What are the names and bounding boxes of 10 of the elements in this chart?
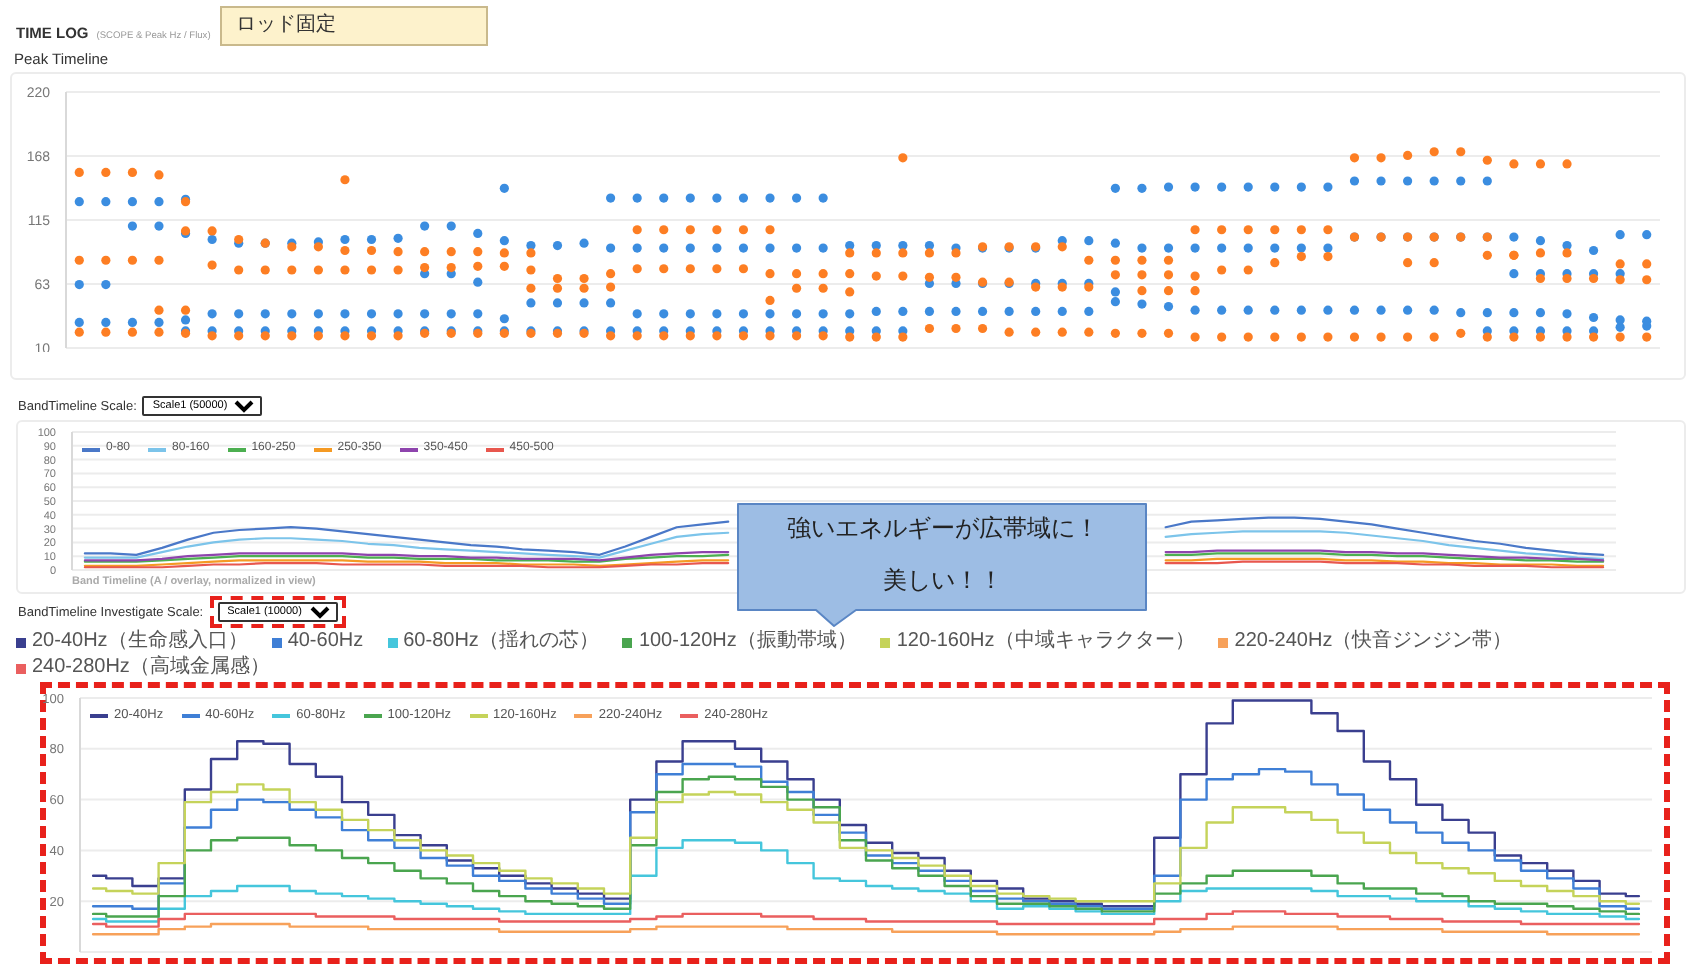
text: 100-120Hz（振動帯域） [638,630,857,654]
text: ロッド固定 [236,14,336,36]
annotation: 強いエネルギーが広帯域に！ [787,512,1099,546]
text: 220-240Hz（快音ジンジン帯） [1234,630,1513,654]
annotation: 美しい！！ [883,564,1003,598]
text: 40-60Hz [287,630,364,654]
text: 60-80Hz（揺れの芯） [403,630,599,654]
text: 240-280Hz（高域金属感） [32,656,270,680]
text: 20-40Hz（生命感入口） [32,630,248,654]
text: 120-160Hz（中域キャラクター） [896,630,1195,654]
